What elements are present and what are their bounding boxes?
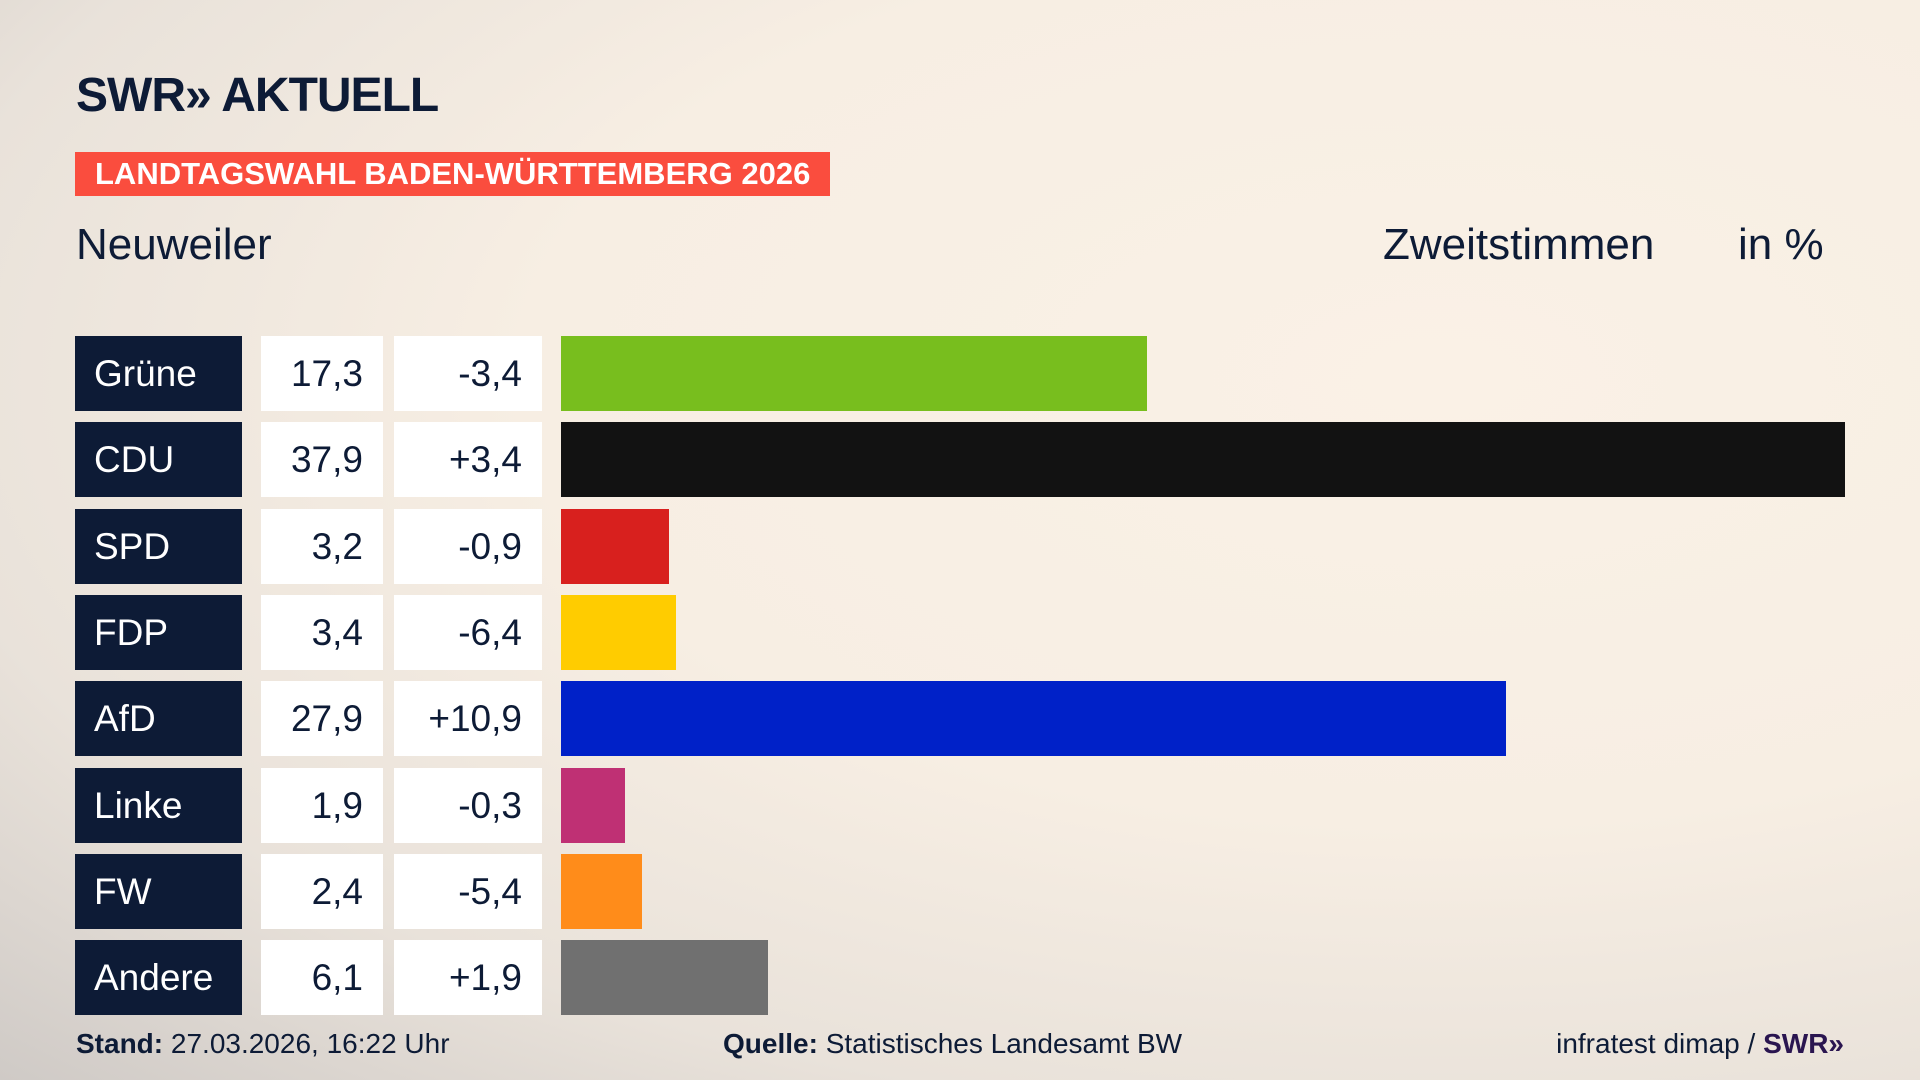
swr-aktuell-logo: SWR» AKTUELL: [76, 69, 439, 122]
party-label: Grüne: [75, 336, 242, 411]
party-label: AfD: [75, 681, 242, 757]
party-diff: +3,4: [394, 422, 542, 498]
source-value: Statistisches Landesamt BW: [825, 1028, 1183, 1059]
party-value: 1,9: [261, 767, 383, 843]
party-value: 2,4: [261, 853, 383, 929]
party-bar: [561, 594, 677, 670]
party-label: CDU: [75, 422, 242, 498]
party-value: 17,3: [261, 336, 383, 411]
swr-logo-small: SWR»: [1763, 1028, 1844, 1059]
party-diff: -0,3: [394, 767, 542, 843]
party-value: 6,1: [261, 940, 383, 1016]
credit-text: infratest dimap /: [1556, 1028, 1764, 1059]
party-bar: [561, 767, 626, 843]
stand-value: 27.03.2026, 16:22 Uhr: [170, 1028, 450, 1059]
party-value: 3,4: [261, 594, 383, 670]
party-bar: [561, 508, 670, 584]
party-diff: -0,9: [394, 508, 542, 584]
party-bar: [561, 422, 1845, 498]
election-banner: LANDTAGSWAHL BADEN-WÜRTTEMBERG 2026: [75, 152, 831, 196]
timestamp: Stand: 27.03.2026, 16:22 Uhr: [76, 1028, 450, 1060]
party-label: Andere: [75, 940, 242, 1016]
place-title: Neuweiler: [76, 220, 272, 269]
credit: infratest dimap / SWR»: [1556, 1028, 1844, 1060]
unit-label: in %: [1738, 220, 1824, 269]
party-bar: [561, 853, 643, 929]
party-label: FW: [75, 853, 242, 929]
party-label: Linke: [75, 767, 242, 843]
party-diff: -6,4: [394, 594, 542, 670]
party-value: 3,2: [261, 508, 383, 584]
vote-type: Zweitstimmen: [1383, 220, 1655, 269]
party-value: 27,9: [261, 681, 383, 757]
party-label: SPD: [75, 508, 242, 584]
source: Quelle: Statistisches Landesamt BW: [723, 1028, 1182, 1060]
party-diff: +10,9: [394, 681, 542, 757]
party-bar: [561, 336, 1148, 411]
party-diff: -5,4: [394, 853, 542, 929]
party-value: 37,9: [261, 422, 383, 498]
party-bar: [561, 940, 768, 1016]
stand-label: Stand:: [76, 1028, 164, 1059]
party-label: FDP: [75, 594, 242, 670]
party-bar: [561, 681, 1507, 757]
source-label: Quelle:: [723, 1028, 818, 1059]
party-diff: +1,9: [394, 940, 542, 1016]
party-diff: -3,4: [394, 336, 542, 411]
